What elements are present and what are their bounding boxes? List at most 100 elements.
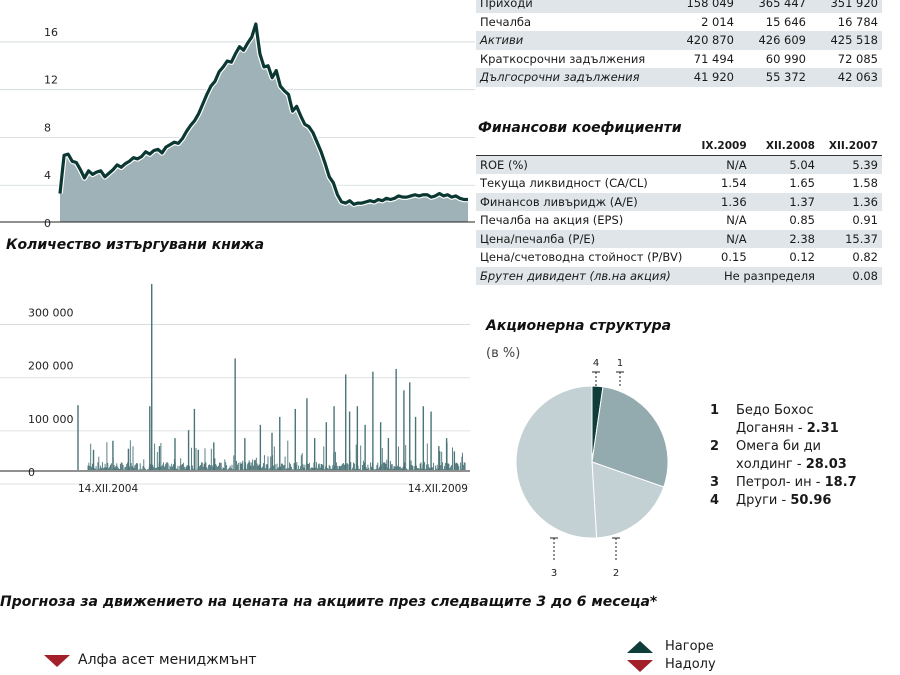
cell-value: 15.37 <box>818 229 882 248</box>
cell-value: 42 063 <box>810 68 882 87</box>
volume-chart-title: Количество изтъргувани книжа <box>6 237 265 253</box>
ratios-table: IX.2009 XII.2008 XII.2007 ROE (%) N/A 5.04… <box>476 137 882 285</box>
dividend-row: Брутен дивидент (лв.на акция) Не разпреде… <box>476 266 882 285</box>
cell-value: 1.58 <box>852 176 878 191</box>
pie-slice <box>515 385 598 539</box>
forecast-entry: Алфа асет мениджмънт <box>78 652 257 668</box>
x-tick-label: 14.XII.2009 <box>408 483 468 495</box>
financial-summary-table: Приходи 158 049 365 447 351 920 Печалба 2 014… <box>476 0 882 87</box>
cell-value: N/A <box>686 155 751 174</box>
cell-value: N/A <box>726 213 747 228</box>
cell-value: 60 990 <box>765 51 806 66</box>
legend-item-2: 2 Омега би ди холдинг - 28.03 <box>710 438 857 474</box>
pie-slice-label: 2 <box>613 568 619 579</box>
row-label: Краткосрочни задължения <box>480 51 646 66</box>
cell-value: 5.04 <box>750 155 819 174</box>
down-arrow-icon <box>627 660 653 672</box>
legend-number: 2 <box>710 439 720 454</box>
row-label: Текуща ликвидност (CA/CL) <box>480 176 648 191</box>
y-tick-label: 12 <box>44 74 58 87</box>
cell-value: 0.82 <box>852 250 878 265</box>
legend-item-4: 4 Други - 50.96 <box>710 492 857 510</box>
pie-legend: 1 Бедо Бохос Доганян - 2.31 2 Омега би д… <box>710 402 857 510</box>
table-row: Печалба 2 014 15 646 16 784 <box>476 13 882 32</box>
table-row: Цена/печалба (P/E) N/A 2.38 15.37 <box>476 229 882 248</box>
table-row: Активи 420 870 426 609 425 518 <box>476 31 882 50</box>
cell-value: 1.54 <box>721 176 747 191</box>
cell-value: 365 447 <box>738 0 810 13</box>
y-tick-label: 100 000 <box>28 413 74 426</box>
legend-text: Петрол- ин - 18.7 <box>736 475 857 490</box>
legend-item-3: 3 Петрол- ин - 18.7 <box>710 474 857 492</box>
legend-number: 3 <box>710 475 720 490</box>
cell-value: 2 014 <box>701 14 734 29</box>
cell-value: 0.12 <box>789 250 815 265</box>
cell-value: 425 518 <box>810 31 882 50</box>
y-tick-label: 0 <box>28 466 35 479</box>
cell-value: 55 372 <box>738 68 810 87</box>
table-row: ROE (%) N/A 5.04 5.39 <box>476 155 882 174</box>
pie-unit: (в %) <box>486 346 521 361</box>
y-tick-label: 8 <box>44 121 51 134</box>
cell-value: 72 085 <box>837 51 878 66</box>
cell-value: 0.15 <box>721 250 747 265</box>
pie-chart: 4 1 3 2 <box>515 358 669 579</box>
row-label: Активи <box>476 31 666 50</box>
cell-value: 0.91 <box>852 213 878 228</box>
pie-slice-label: 3 <box>551 568 557 579</box>
price-chart: 16 12 8 4 0 <box>0 21 475 230</box>
cell-value: 1.37 <box>750 192 819 211</box>
down-arrow-icon <box>44 655 70 667</box>
cell-value: 1.65 <box>789 176 815 191</box>
row-label: Печалба на акция (EPS) <box>480 213 624 228</box>
row-label: Печалба <box>480 14 532 29</box>
pie-slice-label: 4 <box>593 358 599 369</box>
cell-value: 158 049 <box>666 0 738 13</box>
cell-value: N/A <box>686 229 751 248</box>
table-row: Дългосрочни задължения 41 920 55 372 42 063 <box>476 68 882 87</box>
table-row: Краткосрочни задължения 71 494 60 990 72 08… <box>476 50 882 69</box>
row-label: Приходи <box>476 0 666 13</box>
legend-item-1: 1 Бедо Бохос Доганян - 2.31 <box>710 402 857 438</box>
y-tick-label: 0 <box>44 217 51 230</box>
cell-value: 16 784 <box>837 14 878 29</box>
cell-value: 420 870 <box>666 31 738 50</box>
y-tick-label: 16 <box>44 26 58 39</box>
y-tick-label: 200 000 <box>28 360 74 373</box>
row-label: Брутен дивидент (лв.на акция) <box>476 266 687 285</box>
cell-value: 5.39 <box>818 155 882 174</box>
x-tick-label: 14.XII.2004 <box>78 483 138 495</box>
row-label: ROE (%) <box>476 155 687 174</box>
legend-up-label: Нагоре <box>665 639 714 654</box>
cell-value: 0.08 <box>818 266 882 285</box>
y-tick-label: 4 <box>44 169 51 182</box>
table-row: Приходи 158 049 365 447 351 920 <box>476 0 882 13</box>
row-label: Финансов ливъридж (A/E) <box>476 192 687 211</box>
legend-number: 1 <box>710 403 720 418</box>
y-tick-label: 300 000 <box>28 307 74 320</box>
cell-value: 426 609 <box>738 31 810 50</box>
legend-down-label: Надолу <box>665 657 716 672</box>
ratios-title: Финансови коефициенти <box>478 120 682 136</box>
table-row: Цена/счетоводна стойност (P/BV) 0.15 0.12 0… <box>476 248 882 267</box>
pie-slice-label: 1 <box>617 358 623 369</box>
cell-value: 1.36 <box>818 192 882 211</box>
legend-number: 4 <box>710 493 720 508</box>
pie-slice <box>591 461 665 539</box>
table-row: Финансов ливъридж (A/E) 1.36 1.37 1.36 <box>476 192 882 211</box>
table-row: Печалба на акция (EPS) N/A 0.85 0.91 <box>476 211 882 230</box>
ratios-header-blank <box>476 137 687 156</box>
cell-value: 71 494 <box>693 51 734 66</box>
row-label: Дългосрочни задължения <box>476 68 666 87</box>
cell-value: Не разпределя <box>686 266 819 285</box>
forecast-title: Прогноза за движението на цената на акци… <box>0 594 658 610</box>
ratios-col-header: XII.2007 <box>818 137 882 156</box>
cell-value: 0.85 <box>789 213 815 228</box>
price-area <box>60 23 468 223</box>
volume-chart: 300 000 200 000 100 000 0 14.XII.2004 14.XII.… <box>0 284 470 495</box>
up-arrow-icon <box>627 641 653 653</box>
ratios-col-header: XII.2008 <box>750 137 819 156</box>
cell-value: 2.38 <box>750 229 819 248</box>
cell-value: 1.36 <box>686 192 751 211</box>
legend-text: Бедо Бохос Доганян - 2.31 <box>736 403 839 436</box>
